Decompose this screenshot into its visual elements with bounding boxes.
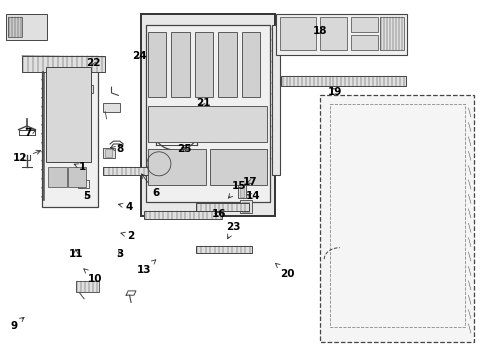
Text: 12: 12: [13, 150, 41, 163]
Bar: [241, 32, 260, 97]
Text: 24: 24: [132, 51, 146, 61]
Bar: [147, 149, 206, 185]
Text: 10: 10: [83, 269, 102, 284]
Text: 19: 19: [327, 87, 342, 97]
Bar: [76, 281, 99, 292]
Bar: [279, 17, 316, 50]
Bar: [102, 103, 120, 112]
Bar: [320, 95, 473, 342]
Text: 25: 25: [177, 144, 192, 154]
Bar: [78, 180, 89, 188]
Bar: [144, 211, 222, 219]
Text: 4: 4: [118, 202, 133, 212]
Text: 5: 5: [83, 191, 90, 201]
Bar: [46, 67, 91, 162]
Bar: [8, 17, 21, 37]
Text: 20: 20: [275, 264, 294, 279]
Text: 8: 8: [110, 144, 123, 154]
Bar: [241, 202, 249, 212]
Text: 7: 7: [24, 128, 36, 138]
Bar: [380, 17, 403, 50]
Bar: [48, 167, 66, 187]
Bar: [238, 178, 245, 198]
Bar: [210, 149, 266, 185]
Text: 14: 14: [245, 191, 260, 201]
Bar: [171, 32, 189, 97]
Bar: [271, 25, 279, 175]
Bar: [320, 17, 346, 50]
Text: 1: 1: [74, 162, 85, 172]
Bar: [6, 14, 47, 40]
Bar: [239, 179, 244, 197]
Bar: [194, 32, 213, 97]
Text: 23: 23: [226, 222, 241, 239]
Bar: [276, 14, 407, 55]
Bar: [239, 200, 251, 213]
Bar: [329, 104, 464, 327]
Bar: [105, 149, 112, 157]
Text: 9: 9: [10, 318, 24, 331]
Bar: [41, 56, 98, 207]
Bar: [102, 167, 159, 175]
Text: 17: 17: [243, 177, 257, 187]
Text: 18: 18: [312, 26, 327, 36]
Bar: [102, 148, 115, 158]
Text: 21: 21: [195, 98, 210, 108]
Bar: [281, 76, 405, 86]
Bar: [350, 17, 377, 32]
Bar: [350, 35, 377, 50]
Text: 13: 13: [137, 260, 156, 275]
Bar: [195, 246, 251, 253]
Text: 22: 22: [85, 58, 100, 68]
Bar: [147, 32, 166, 97]
Bar: [22, 56, 105, 72]
Bar: [147, 106, 267, 142]
Bar: [68, 167, 85, 187]
Bar: [195, 203, 249, 211]
Bar: [145, 25, 270, 202]
Text: 11: 11: [68, 249, 83, 259]
Bar: [56, 85, 93, 93]
Text: 15: 15: [228, 181, 245, 198]
Text: 6: 6: [142, 174, 159, 198]
Text: 16: 16: [211, 209, 226, 219]
Text: 3: 3: [116, 249, 123, 259]
Bar: [218, 32, 236, 97]
Bar: [141, 14, 275, 216]
Text: 2: 2: [121, 231, 134, 241]
